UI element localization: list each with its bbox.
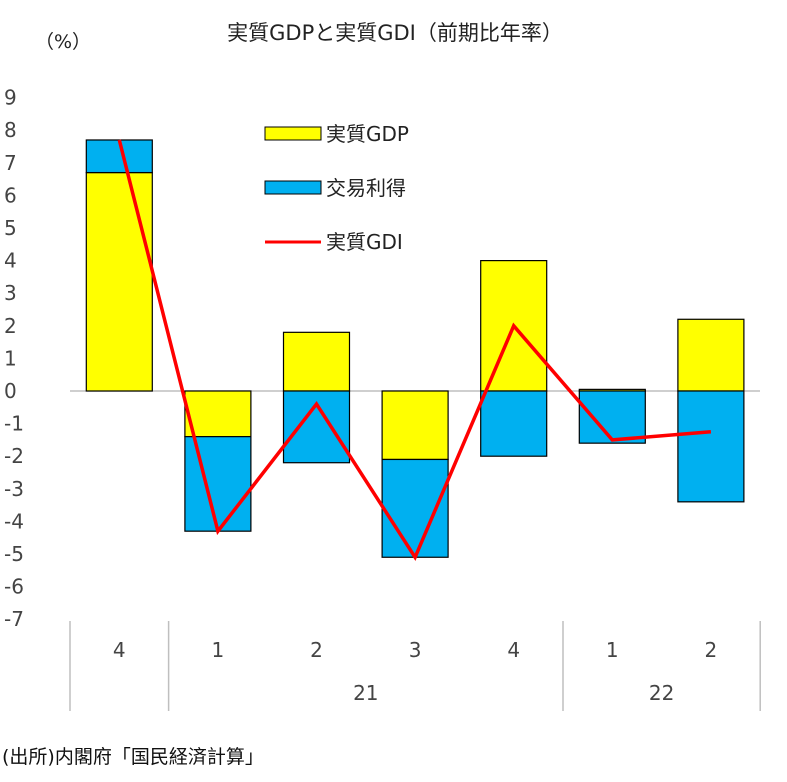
x-year-label: 22 xyxy=(649,681,674,705)
gdp-bar xyxy=(282,331,351,392)
y-tick-label: 4 xyxy=(4,249,17,273)
x-axis: 4 1 2 3 4 1 2 21 22 xyxy=(69,621,761,711)
y-tick-label: 9 xyxy=(4,86,17,110)
gdi-line xyxy=(117,139,712,561)
y-tick-label: -7 xyxy=(4,607,24,631)
gdp-bar xyxy=(184,390,252,438)
y-tick-label: -1 xyxy=(4,412,24,436)
y-tick-label: 7 xyxy=(4,151,17,175)
x-tick-label: 4 xyxy=(113,638,126,662)
y-tick-label: 6 xyxy=(4,183,17,207)
y-tick-label: 3 xyxy=(4,281,17,305)
y-tick-label: 2 xyxy=(4,314,17,338)
y-tick-label: 0 xyxy=(4,379,17,403)
x-year-label: 21 xyxy=(353,681,378,705)
legend-label-gdi: 実質GDI xyxy=(326,230,403,254)
trade-gain-bar xyxy=(677,390,745,503)
trade-gain-bar xyxy=(480,390,548,457)
x-tick-label: 3 xyxy=(409,638,422,662)
trade-gain-bar xyxy=(578,390,646,444)
y-tick-label: -3 xyxy=(4,477,24,501)
y-tick-label: -5 xyxy=(4,542,24,566)
y-axis-unit: （%） xyxy=(35,31,91,53)
legend-swatch-gdp xyxy=(264,126,322,141)
y-tick-label: -4 xyxy=(4,509,24,533)
x-tick-label: 1 xyxy=(212,638,225,662)
legend-swatch-trade-gain xyxy=(264,180,322,195)
x-tick-label: 1 xyxy=(606,638,619,662)
x-tick-label: 2 xyxy=(705,638,718,662)
source-note: (出所)内閣府「国民経済計算」 xyxy=(2,746,264,768)
trade-gain-bar xyxy=(381,458,449,558)
y-tick-label: 5 xyxy=(4,216,17,240)
chart: 実質GDPと実質GDI（前期比年率） （%） 9876543210-1-2-3-… xyxy=(4,21,761,711)
chart-title: 実質GDPと実質GDI（前期比年率） xyxy=(227,21,563,45)
gdp-bar xyxy=(381,390,449,461)
trade-gain-bar xyxy=(184,436,252,532)
legend-label-trade-gain: 交易利得 xyxy=(326,176,406,200)
bars xyxy=(85,139,745,558)
x-tick-label: 4 xyxy=(507,638,520,662)
gdp-bar xyxy=(85,171,153,392)
y-tick-label: -2 xyxy=(4,444,24,468)
legend-label-gdp: 実質GDP xyxy=(326,122,409,146)
y-axis: 9 8 7 6 5 4 3 2 1 0 -1 -2 -3 -4 -5 -6 -7 xyxy=(4,86,24,632)
gdp-bar xyxy=(677,318,745,392)
x-tick-label: 2 xyxy=(310,638,323,662)
y-tick-label: 8 xyxy=(4,118,17,142)
y-tick-label: 1 xyxy=(4,346,17,370)
y-tick-label: -6 xyxy=(4,575,24,599)
legend: 実質GDP 交易利得 実質GDI xyxy=(264,122,409,254)
